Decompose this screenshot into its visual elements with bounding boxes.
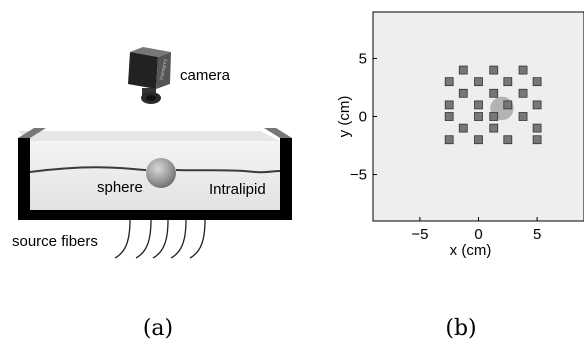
source-marker (458, 65, 468, 75)
source-marker (458, 123, 468, 133)
panel-a-setup-diagram: Pointgrey camera sphere Intralipid (12, 47, 292, 259)
source-marker (444, 77, 454, 87)
y-tick-label: 5 (359, 50, 367, 67)
source-marker (532, 135, 542, 145)
y-tick-label: 0 (359, 109, 367, 126)
source-marker (532, 77, 542, 87)
source-fibers-label: source fibers (12, 233, 98, 250)
y-tick-label: −5 (350, 167, 367, 184)
source-marker (518, 65, 528, 75)
source-marker (518, 88, 528, 98)
source-marker (489, 123, 499, 133)
liquid-surface-line (29, 166, 281, 174)
x-tick-label: 0 (474, 226, 482, 243)
source-marker (503, 100, 513, 110)
caption-a: (a) (143, 316, 173, 339)
x-tick-label: −5 (411, 226, 428, 243)
camera-icon: Pointgrey (128, 47, 171, 104)
source-marker (474, 112, 483, 121)
intralipid-label: Intralipid (209, 181, 266, 198)
source-marker (458, 88, 468, 98)
source-marker (532, 100, 542, 110)
source-marker (489, 112, 499, 121)
source-marker (474, 77, 483, 87)
source-marker (489, 65, 499, 75)
source-marker (444, 135, 454, 145)
source-marker (518, 112, 528, 121)
sphere-label: sphere (97, 179, 143, 196)
panel-b-source-map-plot: −5 0 5 5 0 −5 x (cm) y (cm) (336, 11, 584, 259)
source-marker (532, 123, 542, 133)
source-marker (503, 77, 513, 87)
source-marker (444, 112, 454, 121)
sphere-inclusion (146, 158, 176, 188)
source-marker (474, 135, 483, 145)
y-axis-label: y (cm) (336, 96, 353, 138)
x-axis-label: x (cm) (450, 242, 492, 259)
source-marker (503, 135, 513, 145)
camera-label: camera (180, 67, 231, 84)
source-marker (474, 100, 483, 110)
caption-b: (b) (445, 316, 476, 339)
source-marker (489, 88, 499, 98)
camera-brand-text: Pointgrey (159, 58, 169, 80)
source-fibers (114, 219, 206, 259)
tank (18, 128, 292, 220)
source-marker (444, 100, 454, 110)
x-tick-label: 5 (533, 226, 541, 243)
